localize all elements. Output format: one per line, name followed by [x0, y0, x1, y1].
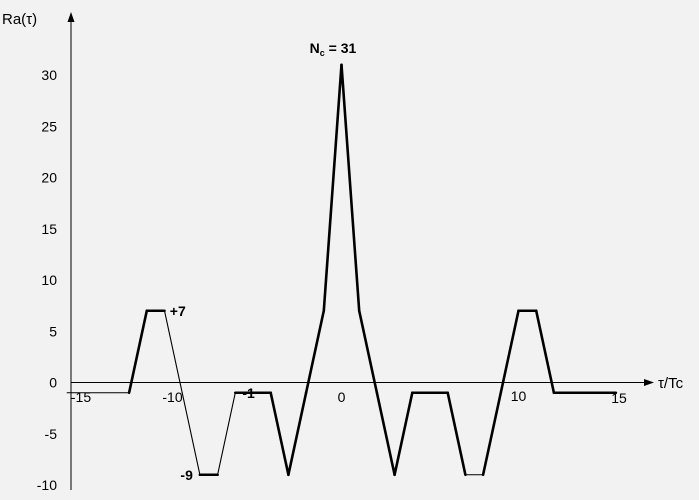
series-segment — [499, 309, 520, 395]
series-segment — [481, 391, 503, 477]
series-segment — [269, 391, 290, 477]
series-segment — [446, 391, 467, 477]
y-tick-label: 30 — [41, 67, 57, 83]
y-axis-arrow — [67, 12, 75, 22]
y-axis-label: Ra(τ) — [2, 11, 37, 28]
axis-labels: Ra(τ) τ/Tc — [2, 11, 684, 392]
annotation-label: +7 — [170, 303, 186, 319]
x-tick-label: 10 — [511, 388, 527, 404]
series-segment — [127, 309, 149, 395]
series-segment — [534, 309, 556, 395]
x-axis-arrow — [644, 379, 654, 386]
series-segment — [163, 310, 183, 394]
y-tick-label: -10 — [37, 477, 57, 493]
axes — [67, 12, 654, 490]
series-line — [66, 63, 618, 477]
x-axis-label: τ/Tc — [658, 375, 684, 392]
x-tick-label: 15 — [611, 390, 627, 406]
y-tick-label: 15 — [41, 221, 57, 237]
annotation-label: Nc = 31 — [310, 40, 357, 58]
y-tick-label: 5 — [49, 323, 57, 339]
series-segment — [340, 63, 361, 313]
series-segment — [181, 392, 201, 476]
annotations: +7 -1 -9 Nc = 31 — [170, 40, 357, 483]
series-segment — [393, 391, 414, 477]
series-segment — [287, 391, 308, 477]
annotation-label: -9 — [180, 467, 193, 483]
y-tick-label: 25 — [41, 118, 57, 134]
y-tick-label: 0 — [49, 375, 57, 391]
x-tick-label: 0 — [338, 389, 346, 405]
series-segment — [217, 392, 236, 476]
tick-labels: -10 -5 0 5 10 15 20 25 30 -15 -10 0 10 15 — [37, 67, 627, 493]
series-segment — [375, 391, 396, 477]
series-segment — [322, 63, 343, 313]
series-segment — [304, 309, 326, 395]
y-tick-label: 10 — [41, 272, 57, 288]
y-tick-label: 20 — [41, 170, 57, 186]
x-tick-label: -15 — [71, 389, 91, 405]
x-tick-label: -10 — [162, 389, 182, 405]
y-tick-label: -5 — [45, 426, 58, 442]
annotation-label: -1 — [242, 385, 255, 401]
series-segment — [357, 309, 379, 395]
